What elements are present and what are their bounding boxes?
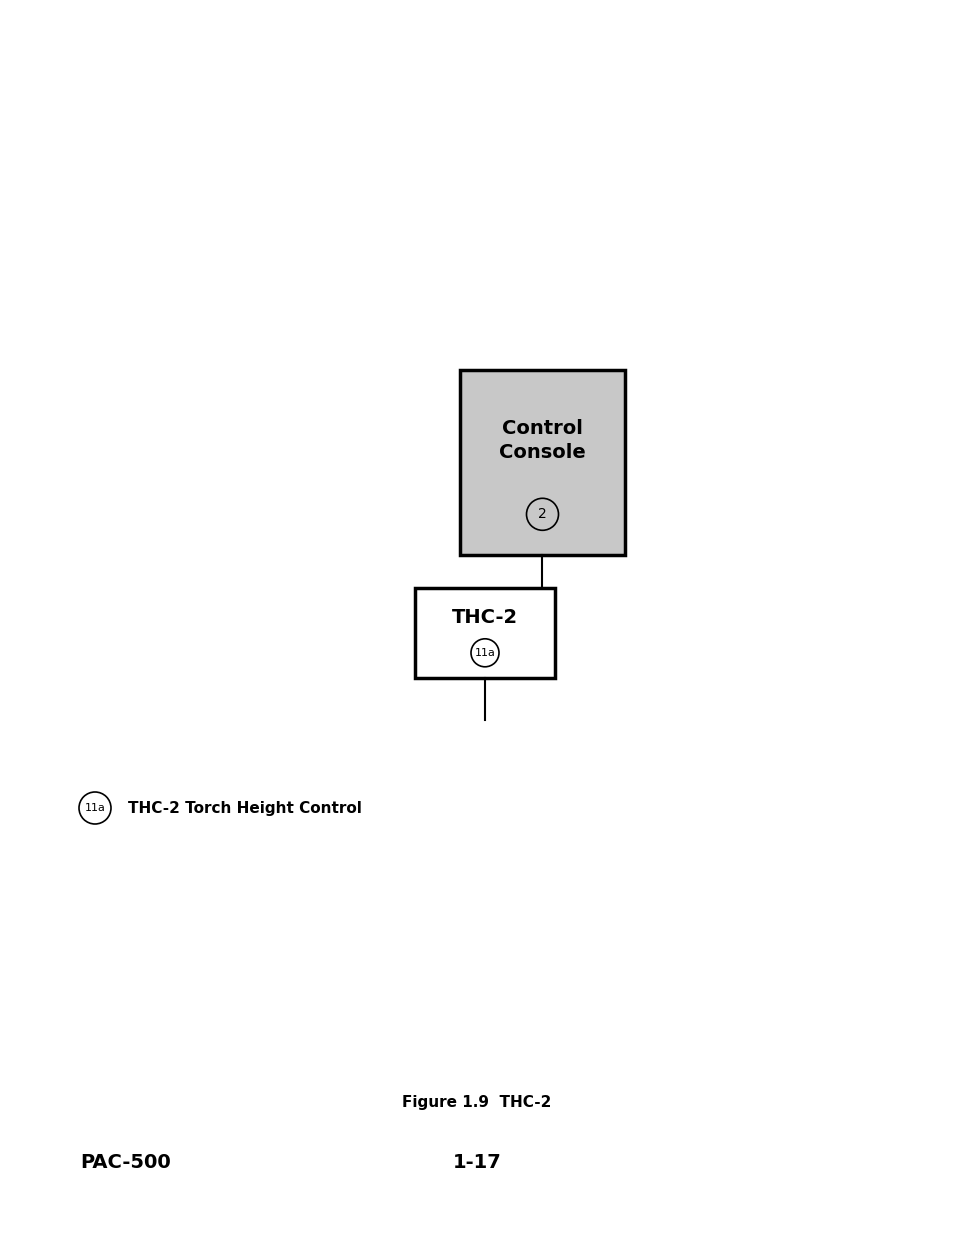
Text: Control
Console: Control Console [498, 419, 585, 462]
Text: THC-2: THC-2 [452, 608, 517, 627]
Ellipse shape [79, 792, 111, 824]
Text: 1-17: 1-17 [452, 1152, 501, 1172]
Text: 2: 2 [537, 508, 546, 521]
Text: 11a: 11a [85, 803, 106, 813]
Text: PAC-500: PAC-500 [80, 1152, 171, 1172]
FancyBboxPatch shape [459, 370, 624, 555]
Text: THC-2 Torch Height Control: THC-2 Torch Height Control [128, 800, 361, 815]
Text: Figure 1.9  THC-2: Figure 1.9 THC-2 [402, 1095, 551, 1110]
Ellipse shape [471, 638, 498, 667]
Text: 11a: 11a [474, 648, 495, 658]
FancyBboxPatch shape [415, 588, 555, 678]
Ellipse shape [526, 498, 558, 530]
